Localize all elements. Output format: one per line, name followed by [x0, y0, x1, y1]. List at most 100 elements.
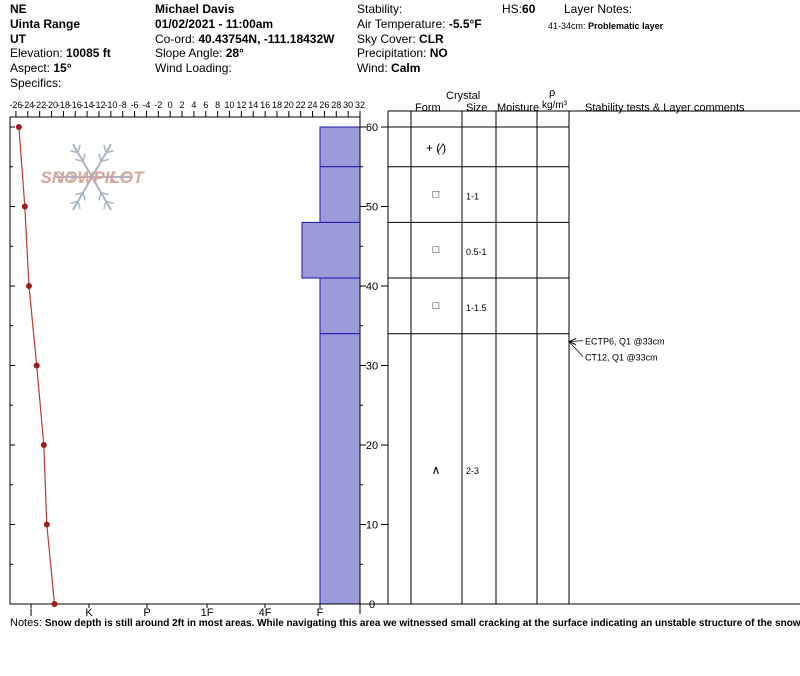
layer-form: + (⁄) — [426, 141, 446, 155]
height-tick-label: 60 — [366, 122, 378, 134]
snowflake-icon — [54, 143, 130, 211]
hardness-bar — [301, 221, 361, 279]
wind-loading-label: Wind Loading: — [155, 61, 232, 75]
snowflake-branch — [82, 153, 86, 162]
temperature-point — [43, 521, 50, 528]
temp-tick-label: 20 — [284, 100, 294, 110]
notes-text: Snow depth is still around 2ft in most a… — [44, 618, 800, 629]
precip-label: Precipitation: — [357, 46, 427, 60]
layer-form: ∧ — [432, 463, 441, 477]
layer-note-range: 41-34cm: — [548, 21, 586, 31]
temp-tick-label: 10 — [224, 100, 234, 110]
chart-frame — [9, 110, 800, 614]
snowflake-branch — [70, 200, 79, 205]
aspect-direction: NE — [10, 2, 27, 16]
height-tick-label: 30 — [366, 361, 378, 373]
stability-test-pointer — [568, 340, 584, 343]
snowflake-branch — [75, 158, 84, 163]
layers-table: + (⁄) □ 1-1 □ 0.5-1 □ 1-1.5 ∧ 2-3 — [388, 126, 569, 477]
stability-test-label: CT12, Q1 @33cm — [585, 353, 658, 363]
hs-value: 60 — [522, 2, 536, 16]
rho-header: ρ — [549, 87, 556, 99]
stability-test-arrowhead — [567, 338, 577, 346]
snowflake-branch — [100, 191, 109, 196]
hardness-tick-label: I — [29, 607, 32, 619]
snowflake-branch — [98, 192, 102, 201]
hardness-bars — [301, 126, 361, 605]
snowflake-branch — [103, 144, 107, 153]
snowflake-branch — [119, 170, 127, 178]
temp-tick-label: -6 — [131, 100, 139, 110]
hardness-tick-label: F — [317, 607, 324, 619]
layer-notes-label: Layer Notes: — [564, 2, 633, 16]
height-tick-label: 40 — [366, 281, 378, 293]
temp-tick-label: 0 — [168, 100, 173, 110]
elevation-value: 10085 ft — [66, 46, 111, 60]
snowflake-branch — [67, 170, 75, 178]
temp-tick-label: -14 — [81, 100, 94, 110]
temp-tick-label: 16 — [260, 100, 270, 110]
air-temp-row: Air Temperature: -5.5°F — [357, 17, 482, 31]
temp-tick-label: 12 — [236, 100, 246, 110]
layer-form: □ — [433, 244, 440, 256]
temperature-point — [25, 283, 32, 289]
temperature-point — [40, 442, 47, 448]
temp-tick-label: 30 — [343, 100, 353, 110]
layer-form: □ — [433, 189, 440, 201]
layer-form: □ — [433, 300, 440, 312]
temperature-point — [51, 601, 58, 607]
layer-size: 1-1.5 — [466, 303, 487, 313]
coord-value: 40.43754N, -111.18432W — [198, 32, 335, 46]
air-temp-value: -5.5°F — [448, 17, 482, 31]
snowflake-branch — [75, 191, 84, 196]
sky-label: Sky Cover: — [357, 32, 416, 46]
snowflake-branch — [109, 176, 117, 184]
hardness-tick-label: 4F — [259, 607, 272, 619]
temp-tick-label: 2 — [180, 100, 185, 110]
observer-name: Michael Davis — [155, 2, 235, 16]
snowflake-branch — [82, 192, 86, 201]
wind-value: Calm — [391, 61, 421, 75]
temp-tick-label: 24 — [308, 100, 318, 110]
aspect-label: Aspect: — [10, 61, 51, 75]
temp-tick-label: -20 — [45, 100, 58, 110]
temp-tick-label: -10 — [104, 100, 117, 110]
snowpilot-logo: SNOWPILOT — [41, 143, 145, 211]
snowflake-branch — [103, 201, 107, 210]
temp-tick-label: 28 — [331, 100, 341, 110]
temperature-plot-border — [9, 116, 361, 605]
height-tick-label: 10 — [366, 520, 378, 532]
temp-tick-label: -8 — [119, 100, 127, 110]
temperature-axis: -26-24-22-20-18-16-14-12-10 -8 -6 -4 -2 0 2 4 6 8… — [9, 100, 365, 117]
layer-note-text: Problematic layer — [588, 21, 664, 31]
temp-tick-label: 18 — [272, 100, 282, 110]
layer-size: 0.5-1 — [466, 247, 487, 257]
snowflake-branch — [119, 176, 127, 184]
temp-tick-label: -4 — [142, 100, 150, 110]
hardness-tick-label: P — [143, 607, 150, 619]
stability-test-pointer — [568, 341, 584, 357]
temperature-profile — [15, 124, 58, 607]
snowflake-branch — [109, 170, 117, 178]
temp-tick-label: -22 — [33, 100, 46, 110]
stability-test-label: ECTP6, Q1 @33cm — [585, 337, 665, 347]
temp-tick-label: -26 — [9, 100, 22, 110]
density-unit-header: kg/m³ — [542, 100, 567, 111]
slope-row: Slope Angle: 28° — [155, 46, 244, 60]
height-tick-label: 20 — [366, 440, 378, 452]
temperature-point — [33, 362, 40, 369]
temp-tick-label: 6 — [203, 100, 208, 110]
temp-tick-label: -2 — [154, 100, 162, 110]
hardness-tick-label: 1F — [201, 607, 214, 619]
snowflake-branch — [77, 201, 81, 210]
snowflake-branch — [57, 176, 65, 184]
specifics-label: Specifics: — [10, 76, 62, 90]
stability-tests: ECTP6, Q1 @33cm CT12, Q1 @33cm — [567, 337, 665, 363]
hardness-bar — [319, 126, 361, 168]
coord-label: Co-ord: — [155, 32, 196, 46]
snowflake-branch — [67, 176, 75, 184]
temperature-point — [21, 203, 28, 210]
slope-label: Slope Angle: — [155, 46, 223, 60]
temp-tick-label: 4 — [191, 100, 196, 110]
